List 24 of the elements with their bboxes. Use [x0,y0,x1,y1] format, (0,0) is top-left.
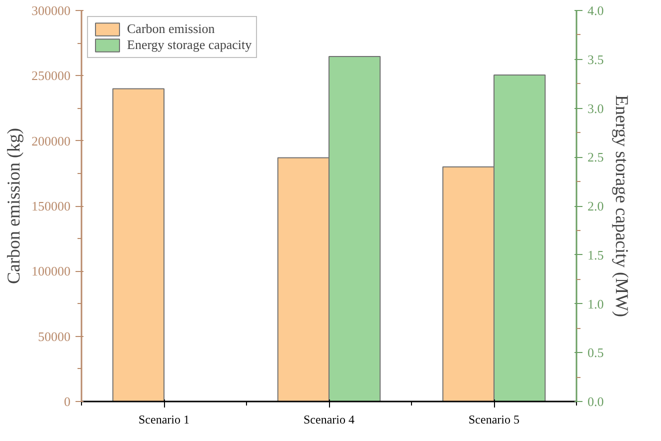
y2-tick-label: 1.0 [588,296,604,312]
y-tick-label: 300000 [32,3,70,18]
x-tick-label: Scenario 5 [468,412,520,426]
y2-tick-label: 0.5 [588,345,604,360]
y-tick-label: 0 [64,394,70,409]
y-tick-label: 50000 [38,328,70,344]
y-tick-label: 100000 [32,264,70,279]
legend-label: Energy storage capacity [127,37,252,53]
bar [112,88,164,402]
y2-tick-label: 2.0 [588,198,604,214]
x-tick-label: Scenario 4 [304,412,354,426]
legend-label: Carbon emission [127,21,215,37]
y-tick-label: 150000 [32,198,70,214]
x-tick-label: Scenario 1 [138,412,190,426]
y2-tick-label: 4.0 [588,3,604,18]
y2-tick-label: 3.5 [588,52,604,67]
y2-tick-label: 3.0 [588,100,604,116]
y2-tick-label: 0.0 [588,394,604,409]
y2-tick-label: 1.5 [588,247,604,262]
y-axis-title: Carbon emission (kg) [4,128,24,284]
y2-tick-label: 2.5 [588,150,604,165]
y2-axis-title: Energy storage capacity (MW) [612,94,632,318]
y-tick-label: 250000 [32,68,70,84]
y-tick-label: 200000 [32,133,70,148]
